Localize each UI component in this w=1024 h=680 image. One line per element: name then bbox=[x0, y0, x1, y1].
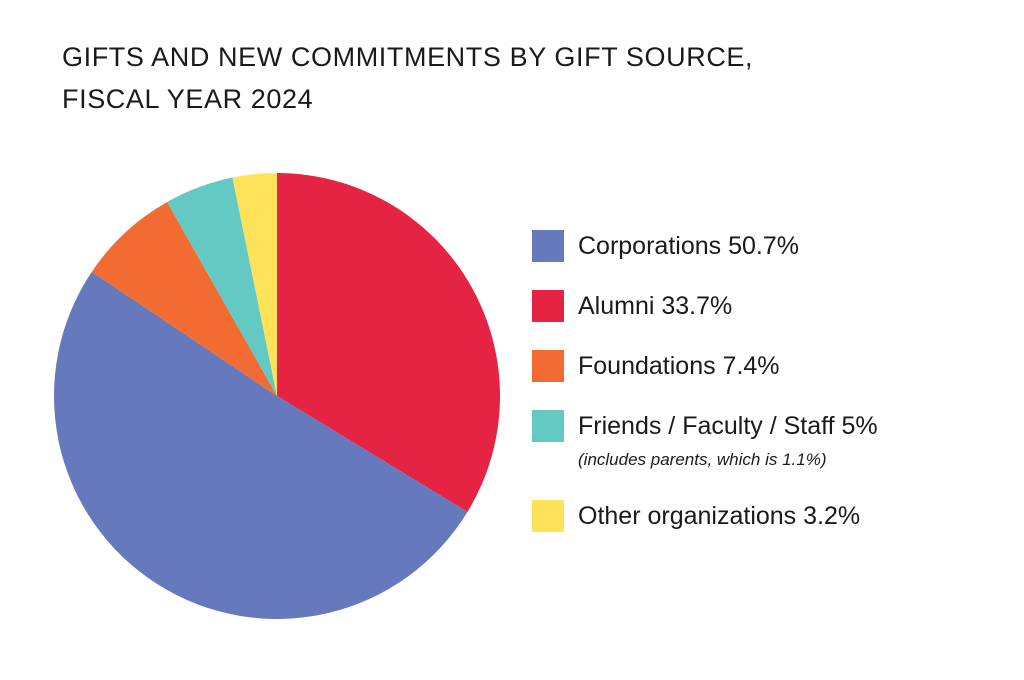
legend-label: Friends / Faculty / Staff 5% bbox=[578, 412, 878, 440]
legend-label: Other organizations 3.2% bbox=[578, 502, 861, 530]
legend-swatch bbox=[532, 230, 564, 262]
legend-swatch bbox=[532, 410, 564, 442]
legend-note: (includes parents, which is 1.1%) bbox=[578, 450, 827, 469]
legend-label: Foundations 7.4% bbox=[578, 352, 780, 380]
legend-swatch bbox=[532, 500, 564, 532]
pie-slice-corporations bbox=[54, 271, 468, 619]
chart-title: GIFTS AND NEW COMMITMENTS BY GIFT SOURCE… bbox=[62, 36, 962, 120]
legend-label: Alumni 33.7% bbox=[578, 292, 733, 320]
legend-swatch bbox=[532, 290, 564, 322]
pie-slice-alumni bbox=[277, 173, 501, 512]
chart-title-line-1: GIFTS AND NEW COMMITMENTS BY GIFT SOURCE… bbox=[62, 42, 754, 72]
legend-label: Corporations 50.7% bbox=[578, 232, 799, 260]
pie-slice-other-organizations bbox=[232, 173, 277, 396]
pie-slice-friends-faculty-staff bbox=[167, 177, 277, 396]
legend-swatch bbox=[532, 350, 564, 382]
pie-slice-foundations bbox=[91, 201, 277, 396]
chart-title-line-2: FISCAL YEAR 2024 bbox=[62, 84, 314, 114]
